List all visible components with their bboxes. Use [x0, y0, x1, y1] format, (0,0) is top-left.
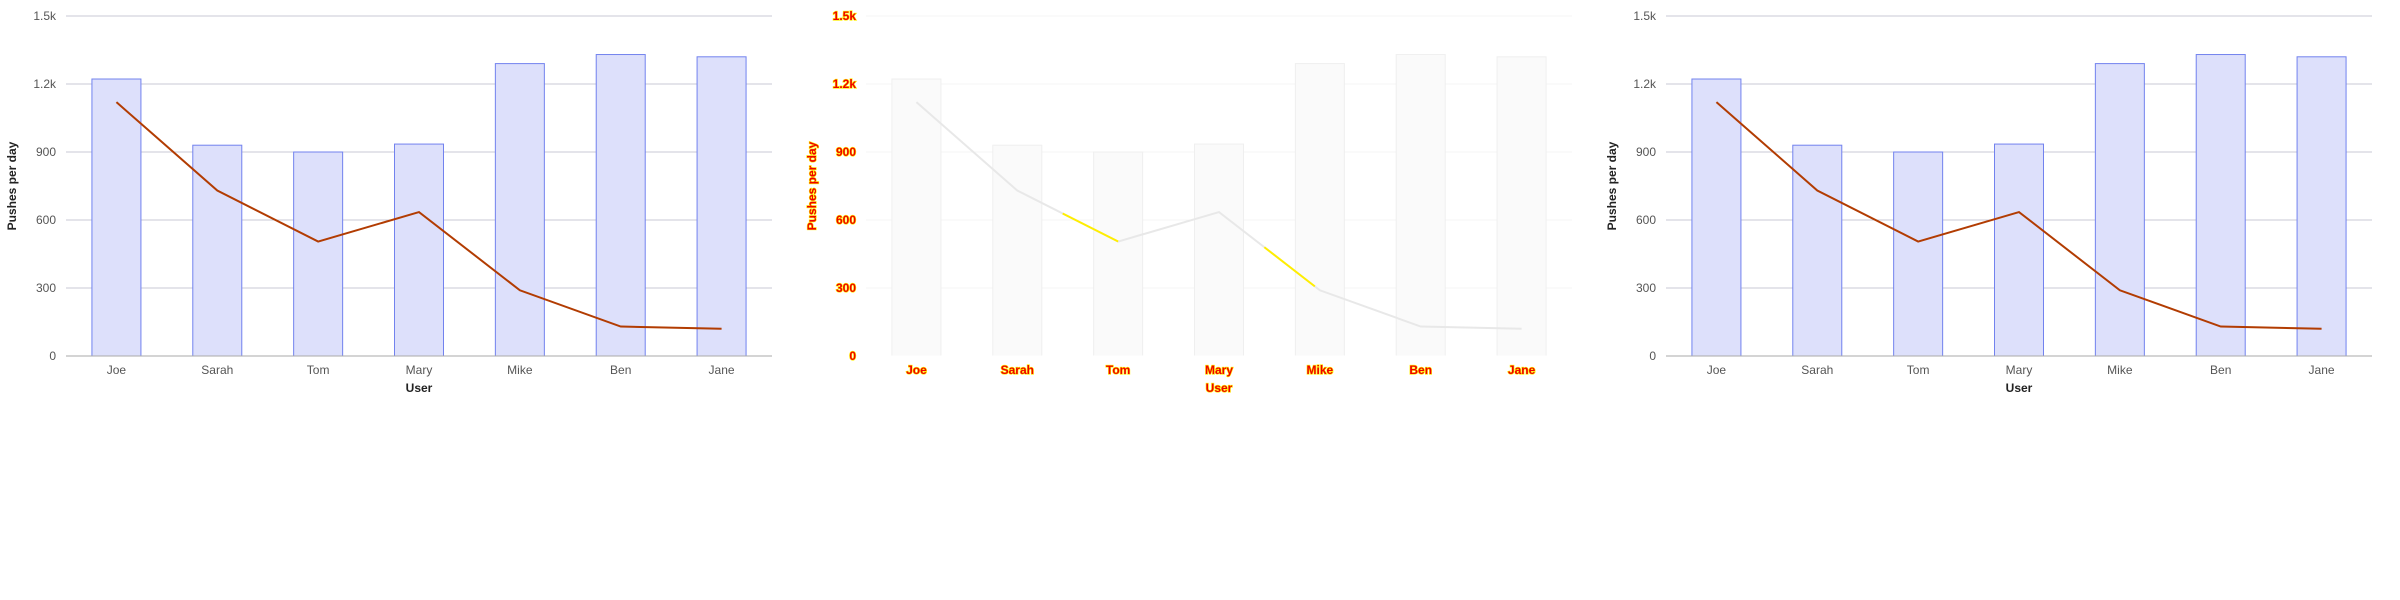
- x-tick-label: Jane: [709, 363, 735, 377]
- y-axis-label: Pushes per day: [5, 141, 19, 230]
- x-tick-label: Mike: [2107, 363, 2133, 377]
- x-axis-label: User: [406, 381, 433, 395]
- series-line-highlight: [1062, 212, 1119, 243]
- bar: [1294, 63, 1345, 357]
- x-tick-label: Ben: [610, 363, 631, 377]
- bar: [1893, 151, 1944, 357]
- x-axis-label: User: [2006, 381, 2033, 395]
- y-tick-label: 1.2k: [33, 77, 57, 91]
- y-tick-label: 1.2k: [833, 77, 857, 91]
- bar: [2296, 56, 2347, 357]
- bar: [494, 63, 545, 357]
- y-axis-label: Pushes per day: [1605, 141, 1619, 230]
- x-tick-label: Mary: [406, 363, 433, 377]
- x-tick-label: Sarah: [1801, 363, 1833, 377]
- bar: [1792, 144, 1843, 357]
- x-tick-label: Mike: [1307, 363, 1334, 377]
- y-tick-label: 0: [49, 349, 56, 363]
- chart-svg-left: 0 300 600 900 1.2k 1.5k Joe Sarah Tom Mary Mike Ben…: [5, 9, 772, 395]
- y-tick-label: 600: [836, 213, 856, 227]
- x-tick-label: Mike: [507, 363, 533, 377]
- y-tick-label: 1.5k: [833, 9, 857, 23]
- x-tick-label: Joe: [1707, 363, 1727, 377]
- bar: [1496, 56, 1547, 357]
- chart-middle: 0 300 600 900 1.2k 1.5k Joe Sarah Tom Mary Mike Ben…: [800, 0, 1600, 425]
- y-tick-label: 1.2k: [1633, 77, 1657, 91]
- x-tick-label: Joe: [906, 363, 927, 377]
- x-tick-label: Ben: [1409, 363, 1432, 377]
- bar: [891, 78, 942, 357]
- bar: [394, 143, 444, 357]
- chart-svg-right: 0 300 600 900 1.2k 1.5k Joe Sarah Tom Mary Mike Ben…: [1605, 9, 2372, 395]
- chart-svg-middle: 0 300 600 900 1.2k 1.5k Joe Sarah Tom Mary Mike Ben…: [804, 8, 1572, 396]
- y-tick-label: 600: [1636, 213, 1656, 227]
- y-tick-label: 300: [1636, 281, 1656, 295]
- chart-right: 0 300 600 900 1.2k 1.5k Joe Sarah Tom Mary Mike Ben…: [1600, 0, 2400, 425]
- y-tick-label: 600: [36, 213, 56, 227]
- y-tick-label: 1.5k: [33, 9, 57, 23]
- bar: [2195, 54, 2246, 357]
- y-tick-label: 900: [836, 145, 856, 159]
- series-line: [1715, 101, 2322, 330]
- bar: [2094, 63, 2145, 357]
- x-tick-label: Mary: [2006, 363, 2033, 377]
- x-tick-label: Sarah: [1001, 363, 1034, 377]
- x-tick-label: Jane: [2309, 363, 2335, 377]
- y-axis-label: Pushes per day: [805, 141, 819, 230]
- bar: [1093, 151, 1144, 357]
- x-tick-label: Joe: [107, 363, 127, 377]
- x-tick-label: Tom: [307, 363, 330, 377]
- x-tick-label: Ben: [2210, 363, 2231, 377]
- bar: [91, 78, 142, 357]
- y-tick-label: 1.5k: [1633, 9, 1657, 23]
- bar: [293, 151, 344, 357]
- x-tick-label: Tom: [1907, 363, 1930, 377]
- y-tick-label: 900: [36, 145, 56, 159]
- bar: [1395, 54, 1446, 357]
- series-line: [915, 101, 1522, 330]
- bar: [1691, 78, 1742, 357]
- series-line: [115, 101, 722, 330]
- x-axis-label: User: [1206, 381, 1233, 395]
- y-tick-label: 0: [849, 349, 856, 363]
- bar: [696, 56, 747, 357]
- bar: [1194, 143, 1244, 357]
- chart-left: 0 300 600 900 1.2k 1.5k Joe Sarah Tom Mary Mike Ben…: [0, 0, 800, 425]
- y-tick-label: 0: [1649, 349, 1656, 363]
- x-tick-label: Tom: [1106, 363, 1130, 377]
- bar: [1994, 143, 2044, 357]
- y-tick-label: 300: [36, 281, 56, 295]
- series-line-highlight: [1263, 246, 1316, 288]
- x-tick-label: Mary: [1205, 363, 1233, 377]
- x-tick-label: Jane: [1508, 363, 1536, 377]
- bar: [595, 54, 646, 357]
- bar: [992, 144, 1043, 357]
- x-tick-label: Sarah: [201, 363, 233, 377]
- y-tick-label: 300: [836, 281, 856, 295]
- y-tick-label: 900: [1636, 145, 1656, 159]
